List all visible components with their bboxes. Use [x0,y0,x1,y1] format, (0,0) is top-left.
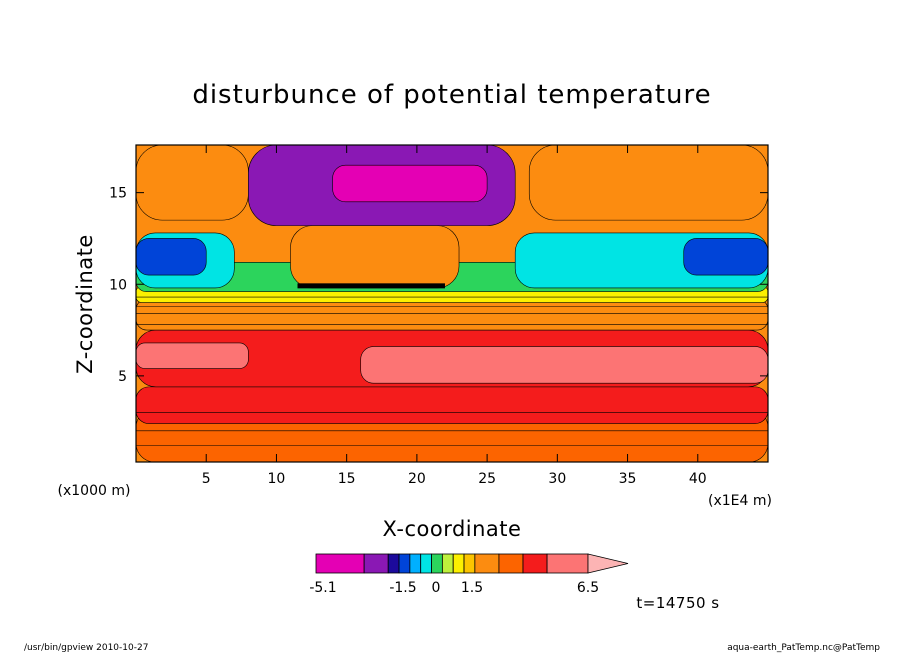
chart-title: disturbunce of potential temperature [192,80,711,110]
colorbar-label: 0 [432,580,441,596]
colorbar-segment [315,553,365,574]
x-tick-label: 30 [548,471,566,487]
contour-ridge [297,283,445,289]
plot-frame [135,144,769,463]
y-tick-label: 5 [118,369,127,385]
region-pink-left [136,342,249,369]
colorbar-label: -1.5 [389,580,416,596]
colorbar-label: -5.1 [309,580,336,596]
y-axis-label: Z-coordinate [73,234,97,374]
x-tick-label: 5 [202,471,211,487]
region-blue-right [683,238,768,276]
x-tick-label: 40 [689,471,707,487]
x-axis-label: X-coordinate [383,517,522,541]
region-orange-top-left [136,145,249,221]
colorbar-label: 1.5 [461,580,483,596]
x-tick-label: 20 [408,471,426,487]
region-magenta-top [332,164,488,203]
colorbar-segment [498,553,524,574]
plot-area [136,145,768,462]
x-tick-label: 15 [338,471,356,487]
colorbar-segment [463,553,476,574]
x-axis-ticks: 5 10 15 20 25 30 35 40 [202,145,707,487]
colorbar-segment [398,553,411,574]
y-tick-label: 15 [109,186,127,202]
colorbar-segment [441,553,454,574]
region-red-band-low [136,386,768,424]
colorbar-segment [474,553,500,574]
colorbar-segment [522,553,548,574]
y-tick-label: 10 [109,277,127,293]
colorbar-label: 6.5 [577,580,599,596]
colorbar-segment [363,553,389,574]
colorbar-segment [452,553,465,574]
region-blue-left [136,238,207,276]
colorbar-segment [431,553,443,574]
y-axis-unit: (x1000 m) [58,483,131,499]
footer-right: aqua-earth_PatTemp.nc@PatTemp [727,643,880,653]
x-tick-label: 10 [268,471,286,487]
colorbar-arrow [587,553,629,574]
colorbar-segment [409,553,422,574]
y-axis-ticks: 5 10 15 [109,186,768,385]
colorbar-segment [420,553,432,574]
footer-left: /usr/bin/gpview 2010-10-27 [24,643,148,653]
colorbar-segment [546,553,589,574]
colorbar-segment [387,553,400,574]
colorbar: -5.1 -1.5 0 1.5 6.5 [309,553,629,596]
region-upper-orange [136,298,768,331]
x-tick-label: 35 [619,471,637,487]
region-wedge-orange [290,225,460,289]
x-axis-unit: (x1E4 m) [708,493,772,509]
x-tick-label: 25 [478,471,496,487]
region-mid-pink [360,346,768,384]
region-orange-top-right [528,145,768,221]
time-annotation: t=14750 s [636,594,719,612]
